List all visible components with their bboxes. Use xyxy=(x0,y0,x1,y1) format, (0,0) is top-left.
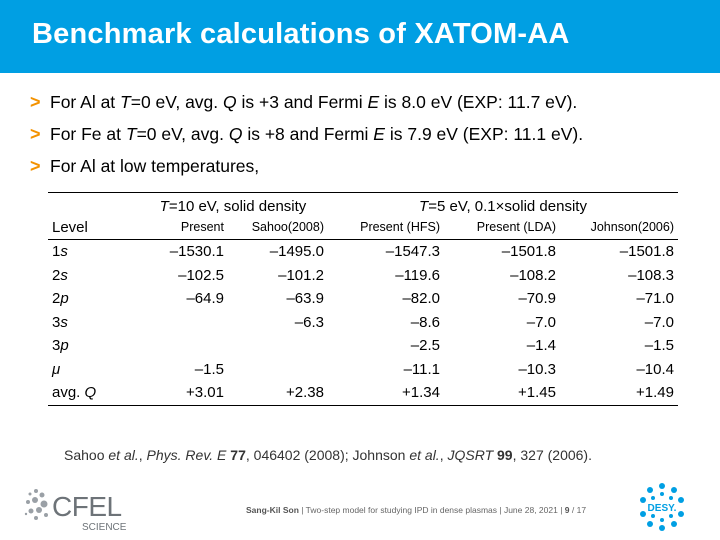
bullet-list: > For Al at T=0 eV, avg. Q is +3 and Fer… xyxy=(30,92,700,188)
cfel-dots-icon xyxy=(24,489,48,520)
table-row: 3p –2.5 –1.4 –1.5 xyxy=(52,337,674,355)
column-header: Present (HFS) xyxy=(328,215,444,240)
page-number: 9 xyxy=(564,505,570,515)
group-header-5ev: T=5 eV, 0.1×solid density xyxy=(328,192,678,215)
column-header: Johnson(2006) xyxy=(560,215,678,240)
column-header: Present xyxy=(138,215,228,240)
svg-text:SCIENCE: SCIENCE xyxy=(82,522,127,533)
table-row: 1s –1530.1 –1495.0 –1547.3 –1501.8 –1501… xyxy=(52,243,674,261)
benchmark-table: T=10 eV, solid density T=5 eV, 0.1×solid… xyxy=(48,192,678,406)
bullet-item: > For Fe at T=0 eV, avg. Q is +8 and Fer… xyxy=(30,124,584,144)
desy-logo: DESY. xyxy=(640,483,684,531)
column-header: Present (LDA) xyxy=(444,215,560,240)
table-row: 3s –6.3 –8.6 –7.0 –7.0 xyxy=(52,313,674,331)
cfel-logo: CFEL SCIENCE xyxy=(24,489,127,533)
svg-text:CFEL: CFEL xyxy=(52,491,122,522)
slide-header: Benchmark calculations of XATOM-AA xyxy=(0,0,720,73)
svg-text:DESY.: DESY. xyxy=(648,503,677,514)
footer: Sang-Kil Son | Two-step model for studyi… xyxy=(246,505,587,515)
slide-title: Benchmark calculations of XATOM-AA xyxy=(32,18,570,50)
table-group-header-row: T=10 eV, solid density T=5 eV, 0.1×solid… xyxy=(48,192,678,215)
bullet-arrow-icon: > xyxy=(30,156,41,176)
group-header-10ev: T=10 eV, solid density xyxy=(138,192,328,215)
bullet-item: > For Al at low temperatures, xyxy=(30,156,260,176)
bullet-arrow-icon: > xyxy=(30,124,41,144)
table-row: μ –1.5 –11.1 –10.3 –10.4 xyxy=(52,360,674,378)
table-row: 2p –64.9 –63.9 –82.0 –70.9 –71.0 xyxy=(52,290,674,308)
table-row: avg. Q +3.01 +2.38 +1.34 +1.45 +1.49 xyxy=(48,381,678,406)
table-row: 2s –102.5 –101.2 –119.6 –108.2 –108.3 xyxy=(52,266,674,284)
reference-citation: Sahoo et al., Phys. Rev. E 77, 046402 (2… xyxy=(64,447,592,463)
column-header-level: Level xyxy=(48,215,138,240)
column-header: Sahoo(2008) xyxy=(228,215,328,240)
table-column-header-row: Level Present Sahoo(2008) Present (HFS) … xyxy=(48,215,678,240)
bullet-item: > For Al at T=0 eV, avg. Q is +3 and Fer… xyxy=(30,92,578,112)
bullet-arrow-icon: > xyxy=(30,92,41,112)
desy-dots-icon xyxy=(640,483,684,531)
